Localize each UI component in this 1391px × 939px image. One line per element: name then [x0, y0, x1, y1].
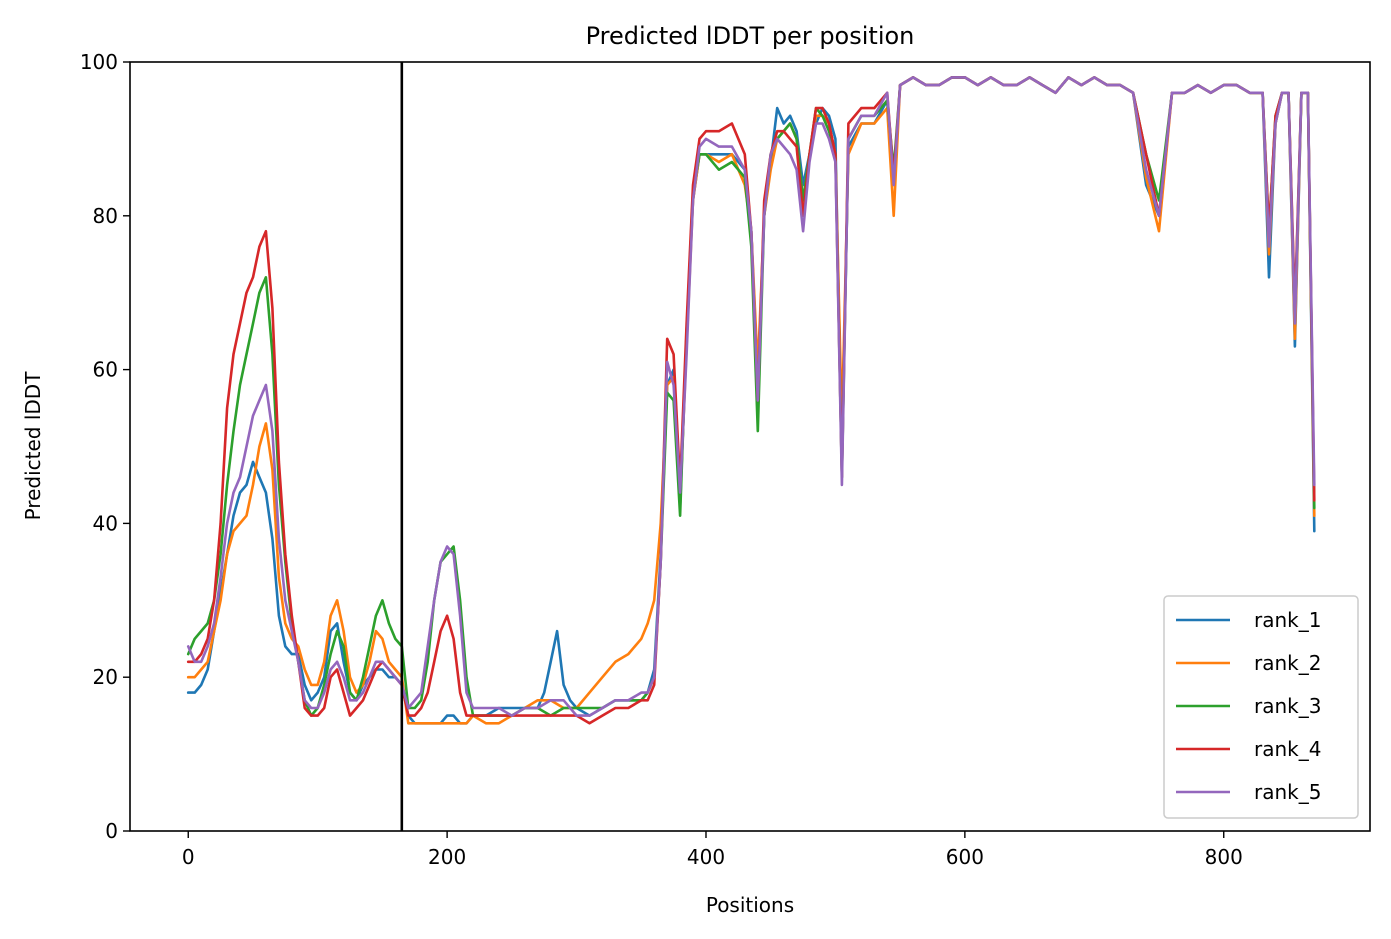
- x-tick-label: 200: [428, 845, 466, 869]
- y-axis-ticks: 0 20 40 60 80 100: [80, 50, 130, 843]
- legend-box: [1163, 595, 1359, 819]
- x-axis-ticks: 0 200 400 600 800: [182, 831, 1243, 869]
- chart-title: Predicted lDDT per position: [586, 22, 915, 50]
- legend-label-rank-1: rank_1: [1254, 608, 1321, 632]
- x-tick-label: 0: [182, 845, 195, 869]
- legend-label-rank-3: rank_3: [1254, 694, 1321, 718]
- legend-label-rank-5: rank_5: [1254, 780, 1321, 804]
- y-tick-label: 40: [93, 511, 118, 535]
- legend-label-rank-4: rank_4: [1254, 737, 1321, 761]
- x-tick-label: 800: [1205, 845, 1243, 869]
- y-tick-label: 0: [105, 819, 118, 843]
- y-tick-label: 80: [93, 204, 118, 228]
- y-tick-label: 20: [93, 665, 118, 689]
- y-tick-label: 100: [80, 50, 118, 74]
- y-tick-label: 60: [93, 358, 118, 382]
- x-tick-label: 600: [946, 845, 984, 869]
- series-layer: [186, 76, 1316, 725]
- plot-frame: [129, 61, 1371, 832]
- x-axis-label: Positions: [706, 893, 794, 917]
- y-axis-label: Predicted lDDT: [21, 371, 45, 521]
- series-line-rank-5: [186, 76, 1316, 717]
- legend-label-rank-2: rank_2: [1254, 651, 1321, 675]
- legend: rank_1 rank_2 rank_3 rank_4 rank_5: [1163, 595, 1359, 819]
- x-tick-label: 400: [687, 845, 725, 869]
